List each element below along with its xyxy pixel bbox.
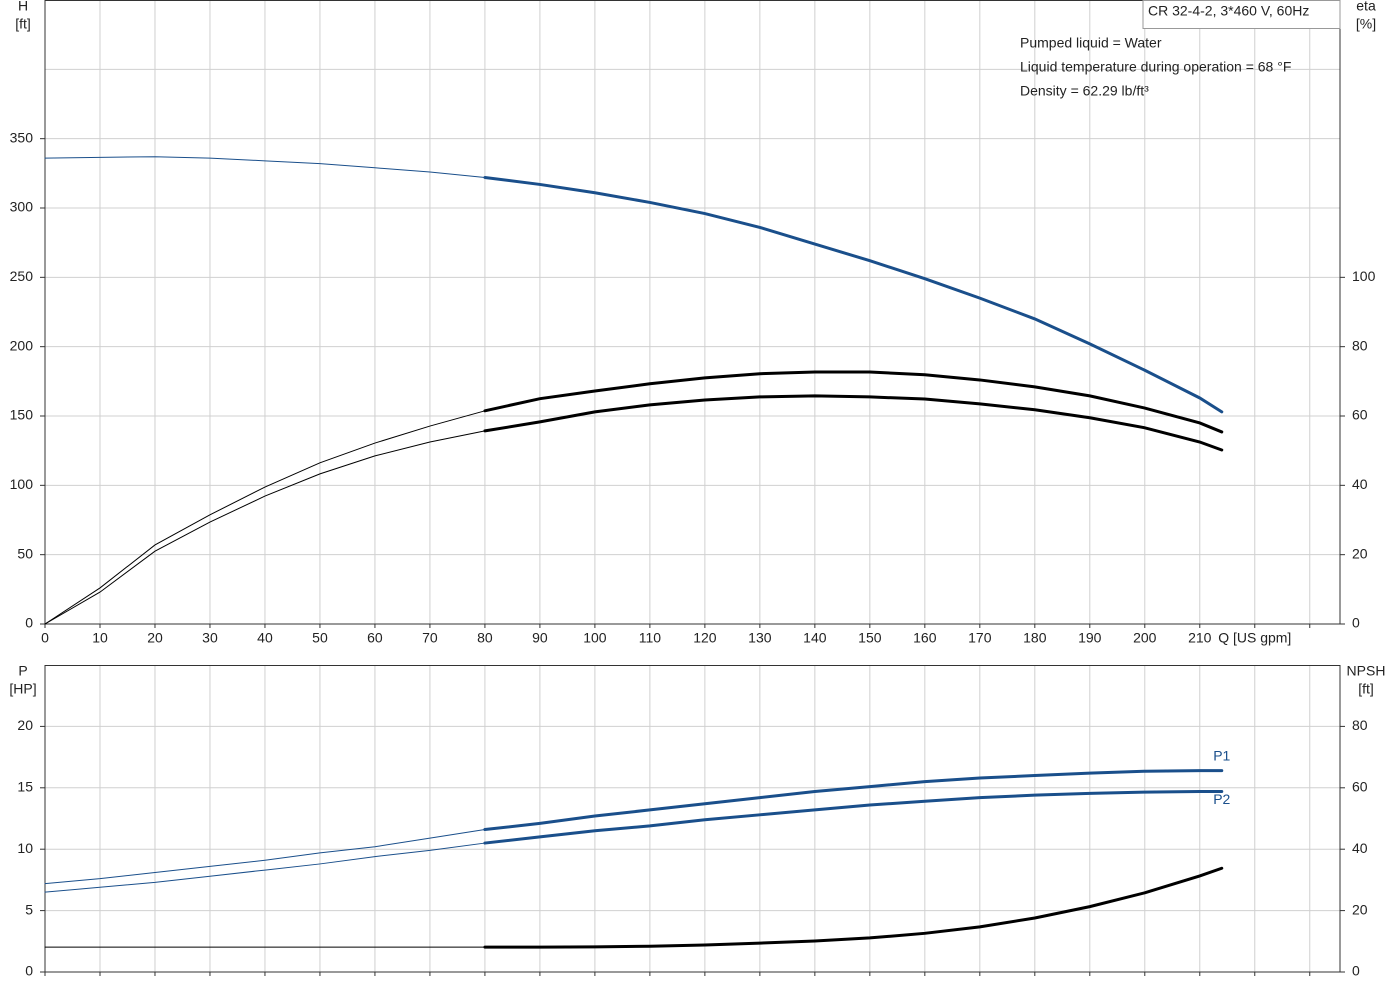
y2-axis-unit: [%] <box>1356 16 1376 32</box>
x-tick-label: 10 <box>92 630 108 646</box>
y2-tick-label: 40 <box>1352 476 1368 492</box>
curve-thin <box>44 842 486 893</box>
curve-duty <box>483 175 1224 414</box>
x-tick-label: 100 <box>583 630 607 646</box>
y-axis-label: H <box>18 0 28 14</box>
y-tick-label: 0 <box>25 963 33 979</box>
curve-duty <box>483 789 1224 845</box>
y-tick-label: 15 <box>17 779 33 795</box>
y-tick-label: 10 <box>17 840 33 856</box>
x-tick-label: 120 <box>693 630 717 646</box>
y2-tick-label: 20 <box>1352 901 1368 917</box>
y-axis-unit: [HP] <box>9 681 36 697</box>
y-tick-label: 350 <box>10 129 34 145</box>
y2-tick-label: 60 <box>1352 779 1368 795</box>
y-tick-label: 50 <box>17 545 33 561</box>
y2-tick-label: 40 <box>1352 840 1368 856</box>
chart-title: CR 32-4-2, 3*460 V, 60Hz <box>1148 3 1309 19</box>
y-tick-label: 20 <box>17 717 33 733</box>
x-tick-label: 40 <box>257 630 273 646</box>
curve-duty <box>483 394 1224 452</box>
x-tick-label: 170 <box>968 630 992 646</box>
title-box <box>1142 0 1341 29</box>
curve-duty <box>483 769 1224 832</box>
x-tick-label: 20 <box>147 630 163 646</box>
y-tick-label: 150 <box>10 407 34 423</box>
y-axis-label: P <box>18 663 27 679</box>
annotation: Density = 62.29 lb/ft³ <box>1020 83 1149 99</box>
series-label: P2 <box>1213 791 1230 807</box>
y2-axis-label: NPSH <box>1347 663 1386 679</box>
x-tick-label: 190 <box>1078 630 1102 646</box>
x-tick-label: 180 <box>1023 630 1047 646</box>
y-tick-label: 5 <box>25 901 33 917</box>
x-tick-label: 90 <box>532 630 548 646</box>
annotation: Liquid temperature during operation = 68… <box>1020 59 1291 75</box>
x-tick-label: 210 <box>1188 630 1212 646</box>
x-tick-label: 50 <box>312 630 328 646</box>
annotation: Pumped liquid = Water <box>1020 35 1162 51</box>
x-tick-label: 80 <box>477 630 493 646</box>
curve-thin <box>44 410 486 625</box>
y-axis-unit: [ft] <box>15 16 31 32</box>
series-label: P1 <box>1213 747 1230 763</box>
x-tick-label: 110 <box>639 630 662 646</box>
y2-tick-label: 80 <box>1352 337 1368 353</box>
x-tick-label: 30 <box>202 630 218 646</box>
y2-tick-label: 60 <box>1352 407 1368 423</box>
y2-tick-label: 0 <box>1352 615 1360 631</box>
curve-thin <box>44 156 486 178</box>
x-tick-label: 160 <box>913 630 937 646</box>
y2-tick-label: 100 <box>1352 268 1376 284</box>
x-tick-label: 130 <box>748 630 772 646</box>
x-tick-label: 140 <box>803 630 827 646</box>
curve-thin <box>44 829 486 885</box>
x-tick-label: 150 <box>858 630 882 646</box>
y2-tick-label: 20 <box>1352 545 1368 561</box>
x-axis-label: Q [US gpm] <box>1218 630 1291 646</box>
y-tick-label: 100 <box>10 476 34 492</box>
curve-thin <box>44 430 486 625</box>
curve-duty <box>483 370 1224 434</box>
x-tick-label: 200 <box>1133 630 1157 646</box>
y-tick-label: 300 <box>10 199 34 215</box>
y2-tick-label: 0 <box>1352 963 1360 979</box>
x-tick-label: 60 <box>367 630 383 646</box>
y2-axis-label: eta <box>1356 0 1376 14</box>
y2-tick-label: 80 <box>1352 717 1368 733</box>
y-tick-label: 0 <box>25 615 33 631</box>
x-tick-label: 0 <box>41 630 49 646</box>
y-tick-label: 250 <box>10 268 34 284</box>
curve-duty <box>483 866 1224 949</box>
x-tick-label: 70 <box>422 630 438 646</box>
y-tick-label: 200 <box>10 337 34 353</box>
y2-axis-unit: [ft] <box>1358 681 1374 697</box>
